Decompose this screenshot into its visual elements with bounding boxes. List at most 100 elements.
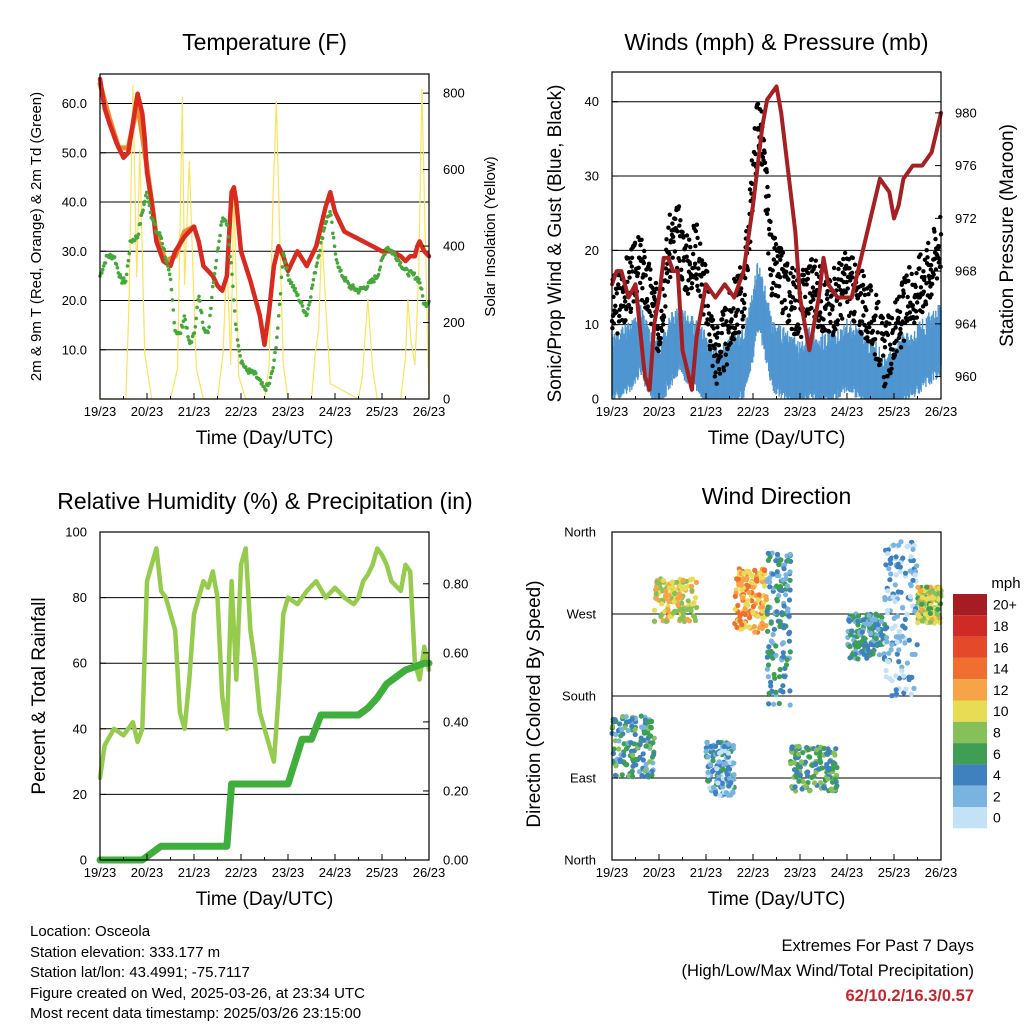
wind-direction-point xyxy=(907,593,914,600)
wind-gust-point xyxy=(805,276,810,282)
wind-gust-point xyxy=(778,246,784,252)
wind-direction-point xyxy=(693,604,700,611)
dewpoint-point xyxy=(225,223,230,228)
dewpoint-point xyxy=(195,305,199,310)
dewpoint-point-group xyxy=(98,190,431,393)
wind-gust-point xyxy=(622,295,627,300)
direction-xtick-label: 26/23 xyxy=(925,865,958,880)
wind-gust-point xyxy=(857,322,862,328)
dewpoint-point xyxy=(334,258,339,262)
wind-direction-point xyxy=(889,678,895,684)
humidity-xtick-label: 20/23 xyxy=(131,865,164,880)
wind-gust-point xyxy=(898,326,903,332)
wind-direction-point xyxy=(767,584,773,590)
wind-gust-point xyxy=(917,266,922,271)
wind-direction-point xyxy=(786,613,792,619)
wind-direction-point xyxy=(666,598,672,605)
wind-gust-point xyxy=(930,281,935,287)
wind-gust-point xyxy=(703,262,708,268)
direction-ytick-label: North xyxy=(564,525,596,540)
wind-direction-point xyxy=(889,693,895,699)
wind-direction-point xyxy=(881,651,887,657)
solar-insolation-line xyxy=(99,84,430,400)
dewpoint-point xyxy=(329,213,333,217)
temperature-xtick-label: 25/23 xyxy=(366,404,399,419)
wind-direction-point xyxy=(620,713,626,720)
dewpoint-point xyxy=(300,304,305,308)
wind-gust-point xyxy=(628,306,634,311)
wind-direction-point xyxy=(893,691,900,697)
wind-direction-point xyxy=(660,577,667,584)
wind-direction-point xyxy=(910,577,916,584)
temperature-ytick-label: 60.0 xyxy=(62,96,87,111)
wind-gust-point xyxy=(896,315,901,321)
wind-gust-point xyxy=(718,354,723,359)
wind-direction-point xyxy=(768,679,774,685)
wind-gust-point xyxy=(792,305,797,311)
wind-gust-point xyxy=(866,292,871,297)
wind-gust-point xyxy=(762,150,767,155)
wind-direction-point xyxy=(908,557,914,564)
speed-legend-swatch xyxy=(953,721,987,744)
wind-gust-point xyxy=(770,291,775,296)
winds-y2label: Station Pressure (Maroon) xyxy=(997,124,1018,347)
wind-direction-point xyxy=(745,598,751,604)
wind-direction-point xyxy=(773,689,779,695)
dewpoint-point xyxy=(285,265,289,270)
wind-direction-point xyxy=(704,740,710,746)
wind-gust-point xyxy=(640,286,645,291)
wind-gust-point xyxy=(813,293,818,298)
wind-gust-point xyxy=(650,285,655,291)
wind-gust-point xyxy=(670,255,675,260)
dewpoint-point xyxy=(194,316,198,321)
wind-gust-point xyxy=(788,300,794,305)
temperature-ytick-label: 50.0 xyxy=(62,145,87,160)
wind-direction-point xyxy=(715,780,721,786)
wind-direction-point xyxy=(813,769,819,776)
dewpoint-point xyxy=(271,366,276,370)
dewpoint-point xyxy=(170,298,175,302)
wind-gust-point xyxy=(680,277,685,282)
dewpoint-point xyxy=(378,265,383,269)
wind-direction-point xyxy=(770,571,776,577)
wind-gust-point xyxy=(844,279,849,285)
extremes-box: Extremes For Past 7 Days (High/Low/Max W… xyxy=(681,934,974,1009)
dewpoint-point xyxy=(218,233,222,238)
wind-gust-point xyxy=(729,317,734,322)
wind-gust-point xyxy=(630,269,635,274)
humidity-ytick-label: 60 xyxy=(73,656,87,671)
wind-gust-point xyxy=(684,233,690,238)
wind-direction-point xyxy=(680,577,686,583)
wind-gust-point xyxy=(736,330,742,335)
dewpoint-point xyxy=(377,268,382,272)
wind-gust-point xyxy=(646,261,652,266)
wind-gust-point xyxy=(804,282,809,287)
wind-gust-point xyxy=(858,291,864,296)
wind-direction-point xyxy=(892,599,898,605)
wind-gust-point xyxy=(691,251,696,257)
wind-direction-point xyxy=(893,634,900,640)
wind-gust-point xyxy=(692,265,697,270)
dewpoint-point xyxy=(157,231,162,235)
dewpoint-point xyxy=(279,275,284,280)
dewpoint-point xyxy=(235,338,240,342)
wind-gust-point xyxy=(860,282,866,288)
wind-direction-point xyxy=(669,579,675,585)
dewpoint-point xyxy=(289,280,294,285)
wind-direction-point xyxy=(795,751,802,757)
wind-direction-point xyxy=(798,759,805,765)
wind-gust-point xyxy=(786,313,791,318)
dewpoint-point xyxy=(315,261,320,265)
dewpoint-point xyxy=(335,261,340,265)
humidity-y2tick-label: 0.80 xyxy=(443,576,468,591)
wind-direction-point xyxy=(629,716,635,722)
wind-direction-point xyxy=(773,558,779,564)
wind-direction-point xyxy=(900,605,906,611)
wind-gust-point xyxy=(915,300,920,305)
winds-xtick-label: 22/23 xyxy=(737,404,770,419)
wind-gust-point xyxy=(656,348,661,354)
wind-direction-point xyxy=(611,746,617,752)
wind-direction-point xyxy=(882,594,888,601)
wind-gust-point xyxy=(717,367,722,372)
wind-gust-point xyxy=(859,331,864,336)
